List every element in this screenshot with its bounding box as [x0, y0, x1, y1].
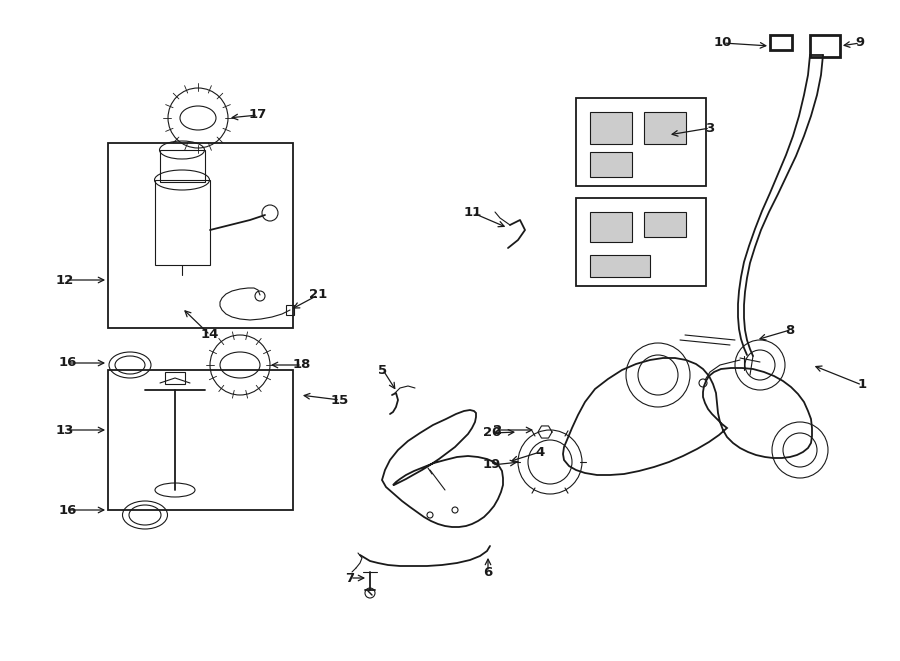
Bar	[590, 255, 650, 277]
Bar	[576, 198, 706, 286]
Text: 18: 18	[292, 358, 311, 371]
Text: 1: 1	[858, 379, 867, 391]
Text: 14: 14	[201, 329, 220, 342]
Text: 2: 2	[493, 424, 502, 436]
Bar	[576, 98, 706, 186]
Text: 6: 6	[483, 566, 492, 578]
Bar	[286, 305, 294, 315]
Bar	[108, 143, 293, 328]
Text: 11: 11	[464, 206, 482, 219]
Text: 16: 16	[58, 504, 77, 516]
Text: 5: 5	[378, 364, 388, 377]
Text: 12: 12	[56, 274, 74, 286]
Bar	[108, 370, 293, 510]
Text: 15: 15	[331, 393, 349, 407]
Text: 8: 8	[786, 323, 795, 336]
Text: 13: 13	[56, 424, 74, 436]
Text: 3: 3	[706, 122, 715, 134]
Text: 17: 17	[249, 108, 267, 122]
Bar	[160, 150, 205, 182]
Bar	[770, 35, 792, 50]
Text: 20: 20	[482, 426, 501, 440]
Text: 7: 7	[346, 572, 355, 584]
Text: 21: 21	[309, 288, 327, 301]
Bar	[810, 35, 840, 57]
Text: 9: 9	[855, 36, 865, 50]
Text: 16: 16	[58, 356, 77, 369]
Text: 19: 19	[483, 459, 501, 471]
Bar	[165, 372, 185, 384]
Bar	[155, 180, 210, 265]
Bar	[644, 112, 686, 144]
Bar	[590, 212, 632, 242]
Bar	[590, 112, 632, 144]
Text: 10: 10	[714, 36, 733, 50]
Text: 4: 4	[536, 446, 544, 459]
Bar	[590, 152, 632, 177]
Bar	[644, 212, 686, 237]
